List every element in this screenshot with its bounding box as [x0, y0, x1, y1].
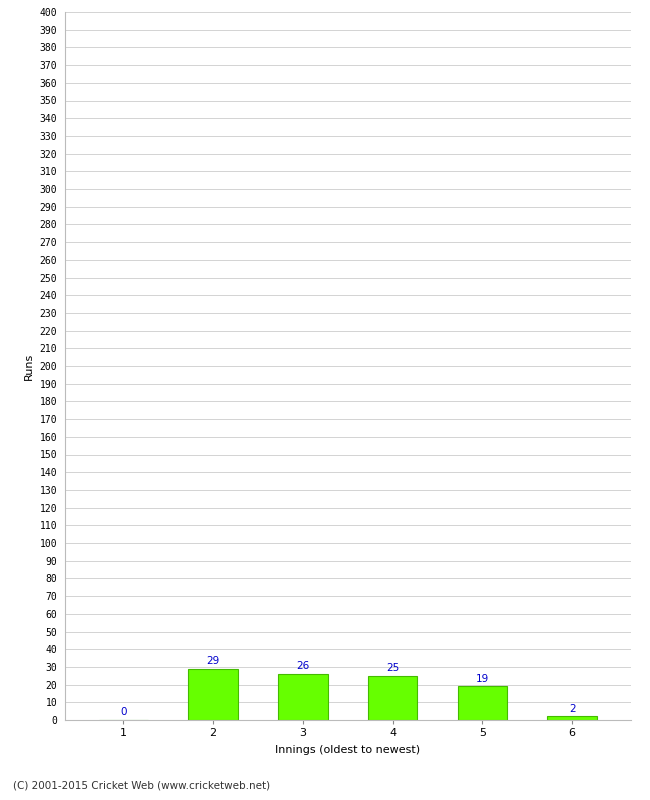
Bar [188, 669, 238, 720]
Text: 25: 25 [386, 663, 399, 673]
Bar [278, 674, 328, 720]
Text: 19: 19 [476, 674, 489, 684]
Text: 26: 26 [296, 662, 309, 671]
X-axis label: Innings (oldest to newest): Innings (oldest to newest) [275, 746, 421, 755]
Text: 29: 29 [207, 656, 220, 666]
Bar [458, 686, 507, 720]
Text: 0: 0 [120, 707, 127, 718]
Bar [547, 717, 597, 720]
Text: 2: 2 [569, 704, 575, 714]
Bar [368, 676, 417, 720]
Y-axis label: Runs: Runs [24, 352, 34, 380]
Text: (C) 2001-2015 Cricket Web (www.cricketweb.net): (C) 2001-2015 Cricket Web (www.cricketwe… [13, 781, 270, 790]
